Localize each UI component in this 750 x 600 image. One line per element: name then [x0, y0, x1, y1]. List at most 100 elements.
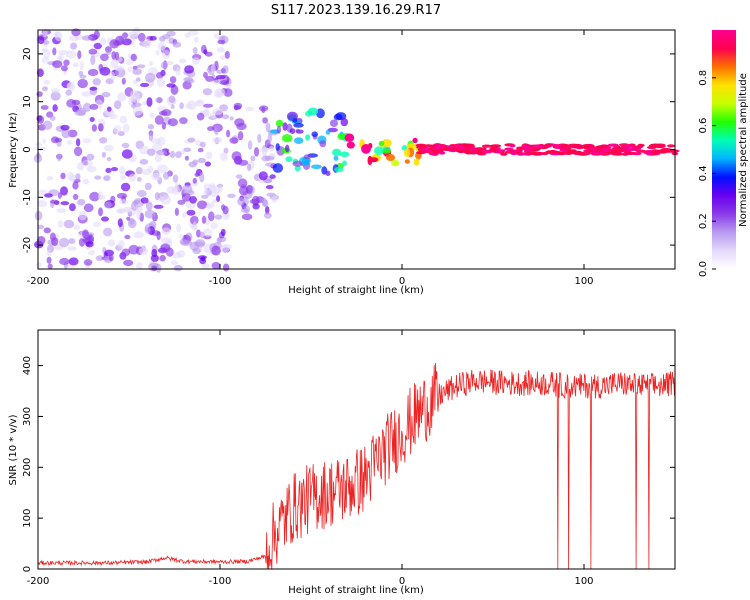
- spectrogram-cell: [151, 265, 158, 272]
- spectrogram-x-ticks: -200 -100 0 100: [27, 30, 594, 287]
- spectrogram-cell: [89, 117, 95, 122]
- spectrogram-cell: [378, 140, 385, 146]
- spectrogram-cell: [139, 158, 149, 165]
- spectrogram-cell: [214, 88, 226, 97]
- spectrogram-cell: [93, 42, 103, 50]
- spectrogram-cell: [89, 103, 99, 110]
- spectrogram-cell: [473, 150, 484, 155]
- spectrogram-cell: [99, 37, 107, 46]
- spectrogram-cell: [122, 123, 130, 133]
- spectrogram-cell: [483, 150, 493, 154]
- spectrogram-cell: [159, 254, 166, 262]
- spectrogram-cell: [216, 237, 222, 245]
- spectrogram-cell: [73, 146, 83, 157]
- spectrogram-cell: [178, 58, 187, 64]
- spectrogram-cell: [269, 174, 276, 180]
- spectrogram-cell: [196, 112, 205, 121]
- spectrogram-cell: [128, 97, 134, 106]
- spectrogram-cell: [72, 181, 79, 190]
- spectrogram-cell: [41, 47, 48, 53]
- spectrogram-cell: [329, 119, 339, 127]
- spectrogram-cell: [108, 254, 114, 262]
- spectrogram-cell: [44, 193, 53, 198]
- spectrogram-cell: [72, 62, 79, 68]
- spectrogram-cell: [110, 71, 116, 81]
- spectrogram-cell: [41, 57, 50, 64]
- spectrogram-cell: [146, 97, 153, 107]
- spectrogram-cell: [531, 147, 541, 151]
- spectrogram-cell: [192, 57, 200, 65]
- colorbar-gradient: [712, 30, 736, 269]
- spectrogram-cell: [132, 106, 143, 116]
- spectrogram-cell: [275, 119, 284, 128]
- spectrogram-cell: [269, 146, 275, 152]
- spectrogram-cell: [144, 226, 151, 234]
- spectrogram-cell: [166, 60, 174, 65]
- spectrogram-cell: [192, 47, 198, 55]
- spectrogram-cell: [516, 146, 525, 150]
- spectrogram-cell: [161, 121, 166, 130]
- spectrogram-cell: [208, 211, 215, 222]
- spectrogram-cell: [250, 155, 256, 162]
- spectrogram-cell: [563, 151, 573, 155]
- spectrogram-cell: [212, 108, 223, 116]
- spectrogram-cell: [231, 151, 242, 162]
- spectrogram-cell: [217, 185, 223, 193]
- spectrogram-cell: [149, 112, 155, 118]
- spectrogram-cell: [574, 144, 582, 148]
- spectrogram-cell: [475, 147, 486, 151]
- spectrogram-cell: [83, 259, 93, 266]
- spectrogram-cell: [636, 149, 647, 153]
- spectrogram-cell: [69, 203, 76, 212]
- spectrogram-cell: [49, 115, 56, 121]
- spectrogram-cell: [201, 263, 211, 269]
- spectrogram-cell: [67, 129, 78, 138]
- spectrogram-frame: [37, 29, 676, 270]
- spectrogram-cell: [311, 164, 322, 170]
- spectrogram-cell: [203, 71, 208, 79]
- spectrogram-cell: [40, 105, 49, 110]
- spectrogram-cell: [211, 262, 221, 270]
- spectrogram-cell: [529, 151, 540, 156]
- spectrogram-cell: [65, 89, 72, 96]
- spectrogram-cell: [194, 172, 200, 177]
- spectrogram-cell: [281, 134, 293, 143]
- spectrogram-cell: [136, 77, 141, 82]
- spectrogram-cell: [117, 208, 124, 214]
- spectrogram-cell: [117, 131, 125, 137]
- spectrogram-cell: [237, 178, 248, 188]
- spectrogram-cell: [183, 147, 192, 153]
- spectrogram-cell: [154, 192, 160, 201]
- spectrogram-cell: [178, 234, 185, 239]
- x-tick-label: 100: [574, 576, 593, 587]
- spectrogram-cell: [205, 75, 215, 82]
- spectrogram-cell: [227, 193, 236, 198]
- spectrogram-cell: [258, 147, 269, 153]
- spectrogram-cell: [181, 192, 191, 202]
- spectrogram-cell: [233, 102, 243, 110]
- spectrogram-cell: [261, 106, 266, 114]
- spectrogram-cell: [68, 257, 79, 266]
- spectrogram-cell: [42, 138, 47, 144]
- colorbar-tick-label: 0.8: [698, 70, 709, 86]
- spectrogram-cell: [63, 59, 70, 66]
- spectrogram-cell: [120, 175, 127, 180]
- spectrogram-cell: [63, 219, 75, 229]
- spectrogram-cell: [263, 212, 272, 219]
- spectrogram-cell: [607, 149, 619, 153]
- spectrogram-cell: [94, 175, 102, 180]
- spectrogram-cell: [509, 144, 516, 148]
- spectrogram-cell: [81, 91, 92, 97]
- spectrogram-cell: [93, 221, 101, 227]
- spectrogram-cell: [361, 144, 371, 154]
- spectrogram-cell: [222, 263, 230, 272]
- spectrogram-cell: [195, 100, 205, 107]
- spectrogram-cell: [34, 210, 43, 221]
- spectrogram-cell: [87, 68, 99, 77]
- spectrogram-cell: [175, 67, 181, 76]
- spectrogram-cell: [344, 133, 355, 142]
- spectrogram-cell: [166, 83, 176, 88]
- spectrogram-cell: [404, 159, 410, 164]
- snr-y-label: SNR (10 * v/v): [8, 414, 19, 485]
